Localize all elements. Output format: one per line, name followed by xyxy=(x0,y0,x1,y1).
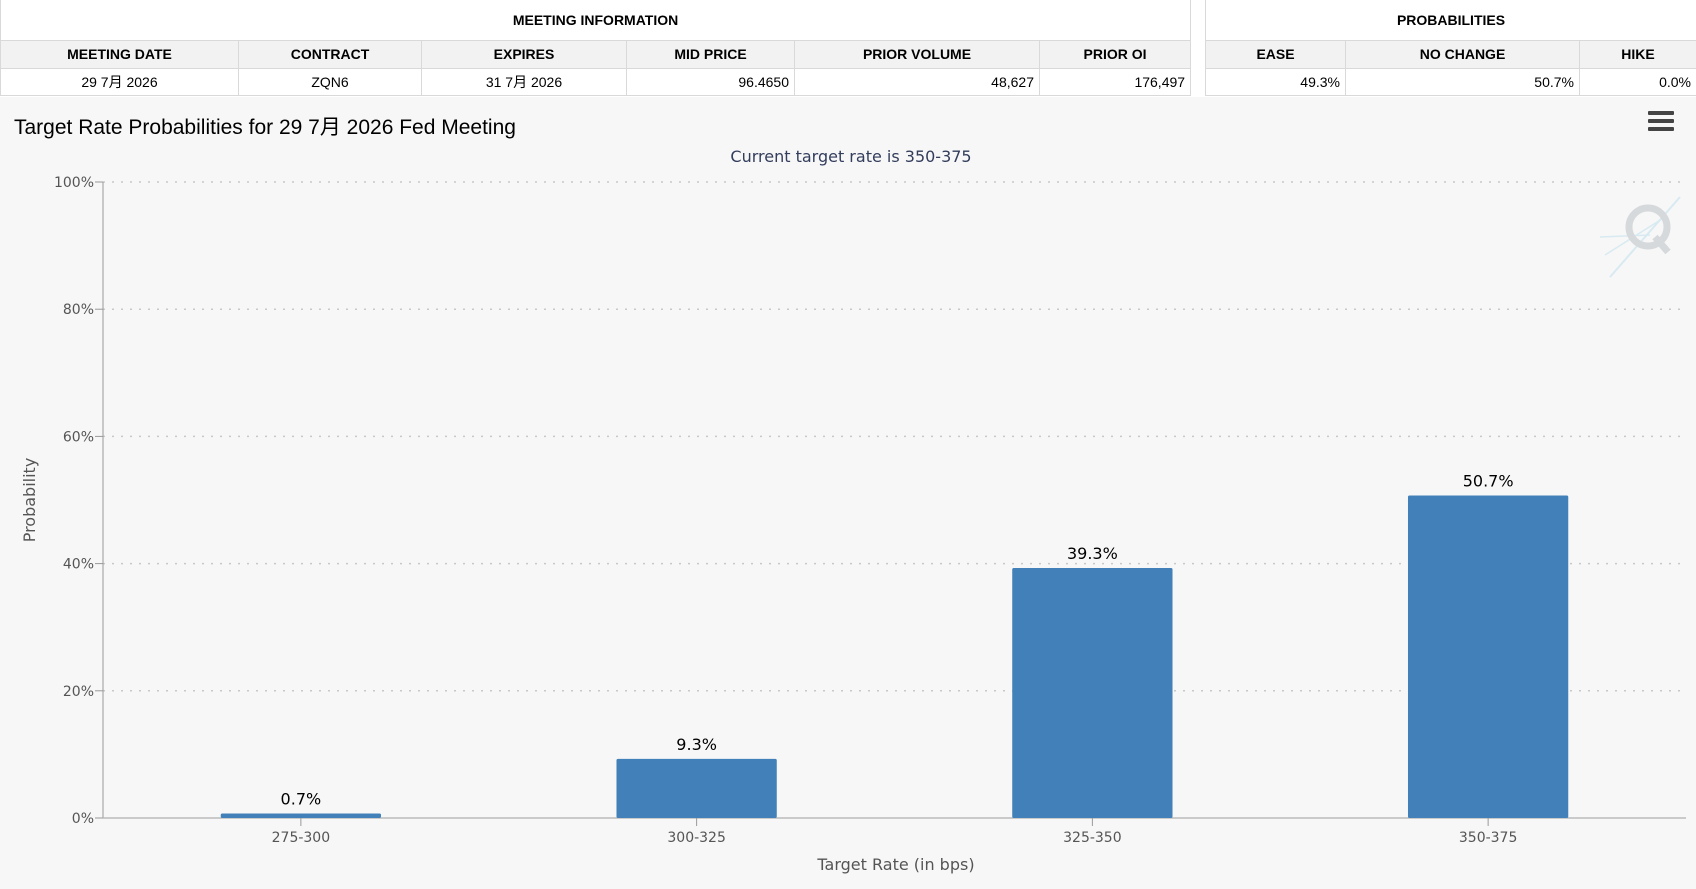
bar xyxy=(220,813,382,818)
col-ease: EASE xyxy=(1205,39,1346,69)
chart-title: Target Rate Probabilities for 29 7月 2026… xyxy=(14,116,516,139)
bar-chart: Current target rate is 350-375 0% 20% 40% 6… xyxy=(20,147,1686,874)
bar xyxy=(1407,495,1569,818)
meeting-info-header: MEETING INFORMATION xyxy=(0,0,1192,41)
ease-value: 49.3% xyxy=(1205,67,1346,96)
table-row: 29 7月 2026 ZQN6 31 7月 2026 96.4650 48,62… xyxy=(0,67,1192,96)
probabilities-header: PROBABILITIES xyxy=(1204,0,1696,41)
hamburger-menu-icon[interactable] xyxy=(1648,111,1674,135)
meeting-date-value: 29 7月 2026 xyxy=(0,67,239,96)
table-row: 49.3% 50.7% 0.0% xyxy=(1205,67,1696,96)
x-tick-label: 325-350 xyxy=(1063,830,1122,846)
no-change-value: 50.7% xyxy=(1345,67,1580,96)
x-tick-label: 275-300 xyxy=(272,830,331,846)
col-no-change: NO CHANGE xyxy=(1345,39,1580,69)
meeting-info-table: MEETING INFORMATION MEETING DATE CONTRAC… xyxy=(0,0,1192,96)
bar xyxy=(616,758,777,818)
meeting-info-panel: MEETING INFORMATION MEETING DATE CONTRAC… xyxy=(0,0,1192,96)
expires-value: 31 7月 2026 xyxy=(421,67,627,96)
bar xyxy=(1012,568,1173,818)
x-tick-label: 300-325 xyxy=(667,830,726,846)
y-tick-label: 60% xyxy=(63,429,94,445)
bar-value-label: 9.3% xyxy=(676,735,717,754)
y-tick-label: 80% xyxy=(63,302,94,318)
x-tick-label: 350-375 xyxy=(1459,830,1518,846)
col-hike: HIKE xyxy=(1578,39,1696,69)
col-contract: CONTRACT xyxy=(238,39,422,69)
col-prior-oi: PRIOR OI xyxy=(1038,39,1192,69)
col-prior-volume: PRIOR VOLUME xyxy=(794,39,1040,69)
contract-value: ZQN6 xyxy=(238,67,422,96)
prior-oi-value: 176,497 xyxy=(1038,67,1192,96)
y-axis-label: Probability xyxy=(20,458,39,543)
bar-value-label: 39.3% xyxy=(1067,544,1118,563)
y-tick-label: 40% xyxy=(63,557,94,573)
mid-price-value: 96.4650 xyxy=(626,67,795,96)
probabilities-panel: PROBABILITIES EASE NO CHANGE HIKE 49.3% … xyxy=(1204,0,1696,96)
bar-value-label: 0.7% xyxy=(281,790,322,809)
x-axis-label: Target Rate (in bps) xyxy=(816,855,974,874)
prior-volume-value: 48,627 xyxy=(794,67,1040,96)
hike-value: 0.0% xyxy=(1578,67,1696,96)
col-meeting-date: MEETING DATE xyxy=(0,39,239,69)
bars: 0.7% 9.3% 39.3% 50.7% xyxy=(220,472,1569,818)
y-tick-label: 0% xyxy=(72,811,94,827)
chart-subtitle: Current target rate is 350-375 xyxy=(730,147,971,166)
chart-container: Target Rate Probabilities for 29 7月 2026… xyxy=(0,97,1696,889)
bar-value-label: 50.7% xyxy=(1463,472,1514,491)
y-tick-label: 20% xyxy=(63,684,94,700)
y-tick-label: 100% xyxy=(54,175,94,191)
q-logo-icon xyxy=(1599,196,1681,278)
col-expires: EXPIRES xyxy=(421,39,627,69)
col-mid-price: MID PRICE xyxy=(626,39,795,69)
probabilities-table: PROBABILITIES EASE NO CHANGE HIKE 49.3% … xyxy=(1204,0,1696,96)
